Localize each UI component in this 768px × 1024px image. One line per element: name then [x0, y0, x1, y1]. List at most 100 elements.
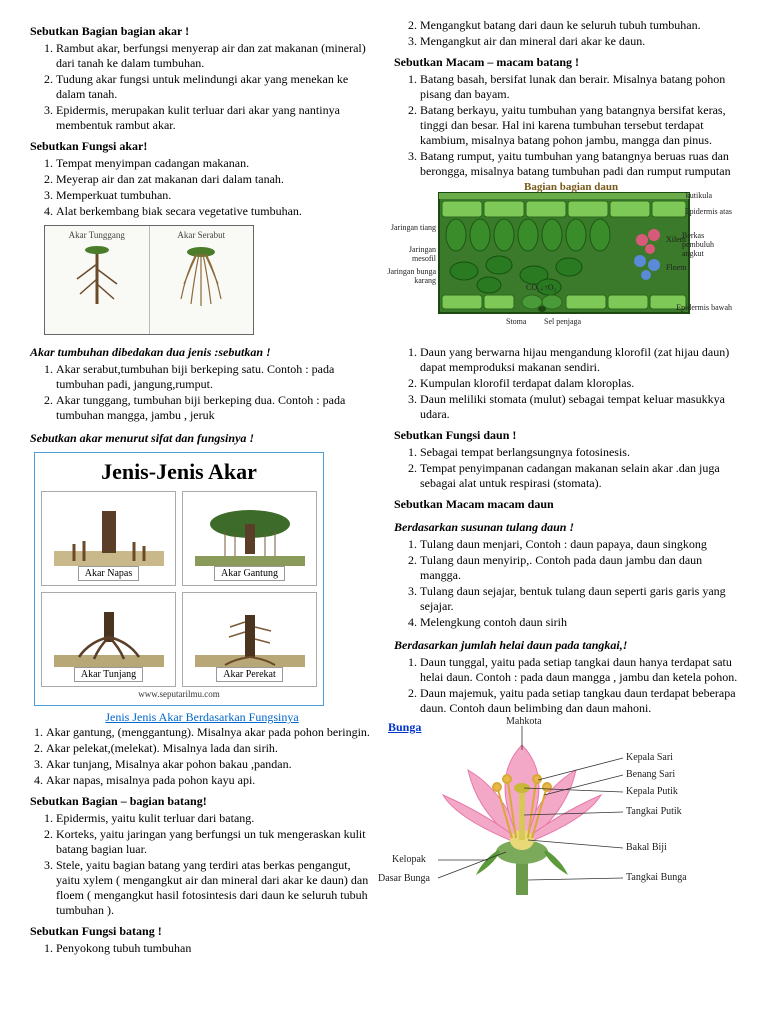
- flower-lbl-mahkota: Mahkota: [506, 716, 542, 727]
- leaf-lbl-floem: Floem: [666, 263, 686, 272]
- list-item: Mengangkut batang dari daun ke seluruh t…: [420, 18, 738, 33]
- heading-fungsi-daun: Sebutkan Fungsi daun !: [394, 428, 738, 443]
- heading-bagian-akar: Sebutkan Bagian bagian akar !: [30, 24, 374, 39]
- list-item: Stele, yaitu bagian batang yang terdiri …: [56, 858, 374, 918]
- list-item: Tulang daun menjari, Contoh : daun papay…: [420, 537, 738, 552]
- cell-label: Akar Gantung: [214, 566, 285, 581]
- flower-lbl-dasar-bunga: Dasar Bunga: [378, 873, 430, 884]
- jenis-akar-title: Jenis-Jenis Akar: [41, 459, 317, 485]
- leaf-title: Bagian bagian daun: [524, 181, 618, 193]
- list-item: Daun majemuk, yaitu pada setiap tangkau …: [420, 686, 738, 716]
- flower-lbl-kepala-sari: Kepala Sari: [626, 752, 673, 763]
- list-item: Tulang daun sejajar, bentuk tulang daun …: [420, 584, 738, 614]
- heading-macam-daun: Sebutkan Macam macam daun: [394, 497, 738, 512]
- leaf-lbl-stoma: Stoma: [506, 317, 526, 326]
- list-item: Akar tunjang, Misalnya akar pohon bakau …: [46, 757, 374, 772]
- list-tulang-daun: Tulang daun menjari, Contoh : daun papay…: [394, 537, 738, 630]
- list-item: Batang rumput, yaitu tumbuhan yang batan…: [420, 149, 738, 179]
- jenis-akar-link-wrap: Jenis Jenis Akar Berdasarkan Fungsinya: [30, 710, 374, 725]
- right-column: Mengangkut batang dari daun ke seluruh t…: [394, 18, 738, 960]
- list-item: Akar napas, misalnya pada pohon kayu api…: [46, 773, 374, 788]
- heading-bagian-batang: Sebutkan Bagian – bagian batang!: [30, 794, 374, 809]
- list-item: Korteks, yaitu jaringan yang berfungsi u…: [56, 827, 374, 857]
- list-item: Batang berkayu, yaitu tumbuhan yang bata…: [420, 103, 738, 148]
- list-item: Mengangkut air dan mineral dari akar ke …: [420, 34, 738, 49]
- heading-sifat-fungsi: Sebutkan akar menurut sifat dan fungsiny…: [30, 431, 374, 446]
- heading-tulang-daun: Berdasarkan susunan tulang daun !: [394, 520, 738, 535]
- leaf-lbl-co2: CO₂↓↑O₂: [526, 283, 556, 292]
- akar-gantung-icon: [195, 506, 305, 566]
- list-fungsi-daun: Sebagai tempat berlangsungnya fotosinesi…: [394, 445, 738, 491]
- leaf-lbl-epi-atas: Epidermis atas: [685, 207, 732, 216]
- list-item: Tempat penyimpanan cadangan makanan sela…: [420, 461, 738, 491]
- cell-label: Akar Tunjang: [74, 667, 143, 682]
- akar-tunggang-cell: Akar Tunggang: [45, 226, 149, 334]
- list-item: Akar gantung, (menggantung). Misalnya ak…: [46, 725, 374, 740]
- list-item: Akar serabut,tumbuhan biji berkeping sat…: [56, 362, 374, 392]
- list-item: Daun tunggal, yaitu pada setiap tangkai …: [420, 655, 738, 685]
- left-column: Sebutkan Bagian bagian akar ! Rambut aka…: [30, 18, 374, 960]
- flower-lbl-kelopak: Kelopak: [392, 854, 426, 865]
- jenis-akar-grid: Akar Napas Akar Gantung: [41, 491, 317, 687]
- akar-perekat-icon: [195, 607, 305, 667]
- list-item: Alat berkembang biak secara vegetative t…: [56, 204, 374, 219]
- list-item: Batang basah, bersifat lunak dan berair.…: [420, 72, 738, 102]
- cell-label: Akar Napas: [78, 566, 139, 581]
- flower-figure: Bunga: [388, 720, 708, 900]
- akar-napas-cell: Akar Napas: [41, 491, 176, 586]
- list-daun-intro: Daun yang berwarna hijau mengandung klor…: [394, 345, 738, 422]
- root-label: Akar Tunggang: [69, 230, 125, 240]
- list-helai-daun: Daun tunggal, yaitu pada setiap tangkai …: [394, 655, 738, 716]
- list-item: Epidermis, yaitu kulit terluar dari bata…: [56, 811, 374, 826]
- list-bagian-batang: Epidermis, yaitu kulit terluar dari bata…: [30, 811, 374, 918]
- akar-serabut-cell: Akar Serabut: [149, 226, 254, 334]
- jenis-akar-figure: Jenis-Jenis Akar Akar Napas Akar Gantung: [34, 452, 324, 706]
- list-item: Melengkung contoh daun sirih: [420, 615, 738, 630]
- leaf-cross-section-figure: Bagian bagian daun kutikula Epidermis at…: [384, 185, 714, 335]
- taproot-icon: [62, 244, 132, 314]
- list-item: Epidermis, merupakan kulit terluar dari …: [56, 103, 374, 133]
- leaf-lbl-sel-penjaga: Sel penjaga: [544, 317, 581, 326]
- list-item: Tulang daun menyirip,. Contoh pada daun …: [420, 553, 738, 583]
- list-item: Kumpulan klorofil terdapat dalam kloropl…: [420, 376, 738, 391]
- jenis-akar-link[interactable]: Jenis Jenis Akar Berdasarkan Fungsinya: [105, 710, 298, 724]
- root-type-figure: Akar Tunggang Akar Serabut: [44, 225, 254, 335]
- heading-macam-batang: Sebutkan Macam – macam batang !: [394, 55, 738, 70]
- flower-lbl-kepala-putik: Kepala Putik: [626, 786, 678, 797]
- leaf-lbl-bunga-karang: Jaringan bunga karang: [386, 267, 436, 285]
- list-item: Sebagai tempat berlangsungnya fotosinesi…: [420, 445, 738, 460]
- list-item: Memperkuat tumbuhan.: [56, 188, 374, 203]
- list-item: Akar pelekat,(melekat). Misalnya lada da…: [46, 741, 374, 756]
- list-sifat-fungsi: Akar gantung, (menggantung). Misalnya ak…: [30, 725, 374, 788]
- list-macam-batang: Batang basah, bersifat lunak dan berair.…: [394, 72, 738, 179]
- heading-fungsi-batang: Sebutkan Fungsi batang !: [30, 924, 374, 939]
- flower-lbl-tangkai-bunga: Tangkai Bunga: [626, 872, 687, 883]
- list-item: Penyokong tubuh tumbuhan: [56, 941, 374, 956]
- leaf-lbl-xilem: Xilem: [666, 235, 686, 244]
- akar-tunjang-icon: [54, 607, 164, 667]
- heading-jenis-akar: Akar tumbuhan dibedakan dua jenis :sebut…: [30, 345, 374, 360]
- leaf-lbl-kutikula: kutikula: [686, 191, 712, 200]
- jenis-akar-url: www.seputarilmu.com: [41, 689, 317, 699]
- list-fungsi-batang: Penyokong tubuh tumbuhan: [30, 941, 374, 956]
- akar-napas-icon: [54, 506, 164, 566]
- flower-lbl-bakal-biji: Bakal Biji: [626, 842, 667, 853]
- leaf-lbl-berkas: Berkas pembuluh angkut: [682, 231, 732, 258]
- list-item: Rambut akar, berfungsi menyerap air dan …: [56, 41, 374, 71]
- leaf-lbl-mesofil: Jaringan mesofil: [386, 245, 436, 263]
- list-item: Tempat menyimpan cadangan makanan.: [56, 156, 374, 171]
- heading-helai-daun: Berdasarkan jumlah helai daun pada tangk…: [394, 638, 738, 653]
- akar-tunjang-cell: Akar Tunjang: [41, 592, 176, 687]
- root-label: Akar Serabut: [177, 230, 225, 240]
- flower-lbl-benang-sari: Benang Sari: [626, 769, 675, 780]
- list-item: Daun meliliki stomata (mulut) sebagai te…: [420, 392, 738, 422]
- list-fungsi-akar: Tempat menyimpan cadangan makanan. Meyer…: [30, 156, 374, 219]
- leaf-lbl-jar-tiang: Jaringan tiang: [386, 223, 436, 232]
- leaf-lbl-epi-bawah: Epidermis bawah: [676, 303, 732, 312]
- list-bagian-akar: Rambut akar, berfungsi menyerap air dan …: [30, 41, 374, 133]
- akar-gantung-cell: Akar Gantung: [182, 491, 317, 586]
- akar-perekat-cell: Akar Perekat: [182, 592, 317, 687]
- heading-fungsi-akar: Sebutkan Fungsi akar!: [30, 139, 374, 154]
- list-item: Akar tunggang, tumbuhan biji berkeping d…: [56, 393, 374, 423]
- list-jenis-akar: Akar serabut,tumbuhan biji berkeping sat…: [30, 362, 374, 423]
